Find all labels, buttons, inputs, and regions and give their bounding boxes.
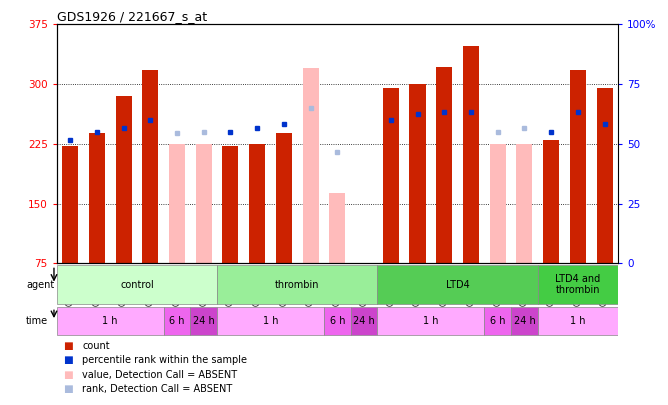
Text: ■: ■ xyxy=(63,341,73,351)
Text: 1 h: 1 h xyxy=(570,316,586,326)
Bar xyxy=(351,307,377,335)
Bar xyxy=(303,68,319,263)
Bar xyxy=(377,264,538,305)
Text: 6 h: 6 h xyxy=(329,316,345,326)
Bar xyxy=(249,144,265,263)
Bar xyxy=(116,96,132,263)
Text: LTD4: LTD4 xyxy=(446,279,470,290)
Text: time: time xyxy=(26,316,48,326)
Bar xyxy=(62,146,78,263)
Text: count: count xyxy=(82,341,110,351)
Text: ■: ■ xyxy=(63,370,73,379)
Bar xyxy=(377,307,484,335)
Text: 6 h: 6 h xyxy=(169,316,185,326)
Text: 24 h: 24 h xyxy=(353,316,375,326)
Bar xyxy=(516,144,532,263)
Bar xyxy=(164,307,190,335)
Text: 1 h: 1 h xyxy=(102,316,118,326)
Text: thrombin: thrombin xyxy=(275,279,319,290)
Bar xyxy=(463,46,479,263)
Text: 24 h: 24 h xyxy=(193,316,214,326)
Text: rank, Detection Call = ABSENT: rank, Detection Call = ABSENT xyxy=(82,384,232,394)
Text: ■: ■ xyxy=(63,384,73,394)
Text: GDS1926 / 221667_s_at: GDS1926 / 221667_s_at xyxy=(57,10,207,23)
Bar xyxy=(190,307,217,335)
Bar xyxy=(570,70,586,263)
Bar xyxy=(436,66,452,263)
Bar xyxy=(329,193,345,263)
Bar xyxy=(324,307,351,335)
Text: 1 h: 1 h xyxy=(423,316,439,326)
Bar xyxy=(484,307,511,335)
Bar xyxy=(169,144,185,263)
Bar xyxy=(383,88,399,263)
Bar xyxy=(142,70,158,263)
Bar xyxy=(57,264,217,305)
Bar xyxy=(543,140,559,263)
Bar xyxy=(538,307,618,335)
Text: percentile rank within the sample: percentile rank within the sample xyxy=(82,356,247,365)
Bar xyxy=(217,307,324,335)
Bar xyxy=(597,88,613,263)
Text: value, Detection Call = ABSENT: value, Detection Call = ABSENT xyxy=(82,370,237,379)
Bar xyxy=(89,133,105,263)
Bar xyxy=(276,133,292,263)
Text: agent: agent xyxy=(26,279,54,290)
Text: 24 h: 24 h xyxy=(514,316,535,326)
Text: 1 h: 1 h xyxy=(263,316,279,326)
Bar xyxy=(490,144,506,263)
Bar xyxy=(57,307,164,335)
Bar xyxy=(222,146,238,263)
Text: ■: ■ xyxy=(63,356,73,365)
Bar xyxy=(217,264,377,305)
Text: LTD4 and
thrombin: LTD4 and thrombin xyxy=(555,274,601,295)
Text: control: control xyxy=(120,279,154,290)
Text: 6 h: 6 h xyxy=(490,316,506,326)
Bar xyxy=(409,84,426,263)
Bar xyxy=(511,307,538,335)
Bar xyxy=(196,144,212,263)
Bar xyxy=(538,264,618,305)
